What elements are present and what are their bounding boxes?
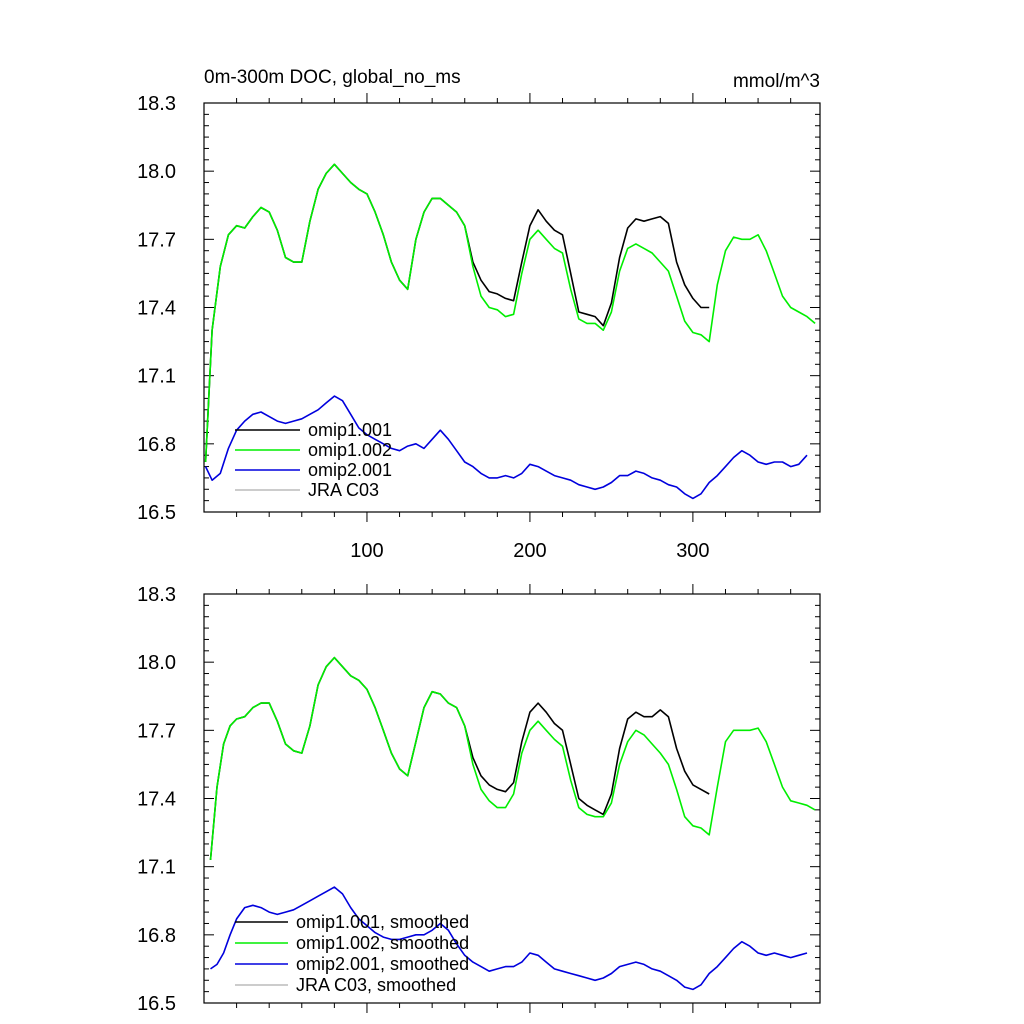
y-tick-label: 16.5: [137, 502, 176, 524]
legend-label: omip1.001: [308, 420, 392, 440]
legend-label: JRA C03: [308, 480, 379, 500]
legend-label: omip1.001, smoothed: [296, 912, 469, 932]
y-tick-label: 17.7: [137, 229, 176, 251]
series-line-1: [209, 656, 710, 860]
legend-label: omip1.002: [308, 440, 392, 460]
y-tick-label: 18.0: [137, 652, 176, 674]
y-tick-label: 17.7: [137, 720, 176, 742]
y-tick-label: 18.3: [137, 93, 176, 115]
series-line-3: [204, 395, 808, 500]
series-line-1: [204, 163, 710, 463]
series-line-2: [204, 163, 816, 463]
y-tick-label: 17.1: [137, 857, 176, 879]
bottom-panel: 16.5 16.8 17.1 17.4 17.7 18.0 18.3 omip1.001, s…: [137, 584, 821, 1015]
legend-label: omip2.001: [308, 460, 392, 480]
series-line-2: [209, 656, 816, 860]
y-tick-label: 16.5: [137, 993, 176, 1015]
x-tick-label: 200: [513, 540, 546, 562]
y-tick-label: 18.0: [137, 161, 176, 183]
chart-title: 0m-300m DOC, global_no_ms: [204, 67, 461, 88]
legend-label: omip2.001, smoothed: [296, 954, 469, 974]
y-tick-label: 16.8: [137, 434, 176, 456]
x-tick-label: 100: [350, 540, 383, 562]
y-tick-label: 17.1: [137, 366, 176, 388]
series-line-3: [210, 886, 808, 991]
y-tick-label: 18.3: [137, 584, 176, 606]
legend-label: JRA C03, smoothed: [296, 975, 456, 995]
units-label: mmol/m^3: [733, 71, 820, 92]
x-tick-label: 300: [676, 540, 709, 562]
top-panel: 0m-300m DOC, global_no_ms mmol/m^3 16.5 1…: [137, 67, 821, 562]
y-tick-label: 17.4: [137, 298, 176, 320]
legend-label: omip1.002, smoothed: [296, 933, 469, 953]
y-tick-label: 16.8: [137, 925, 176, 947]
y-tick-label: 17.4: [137, 789, 176, 811]
